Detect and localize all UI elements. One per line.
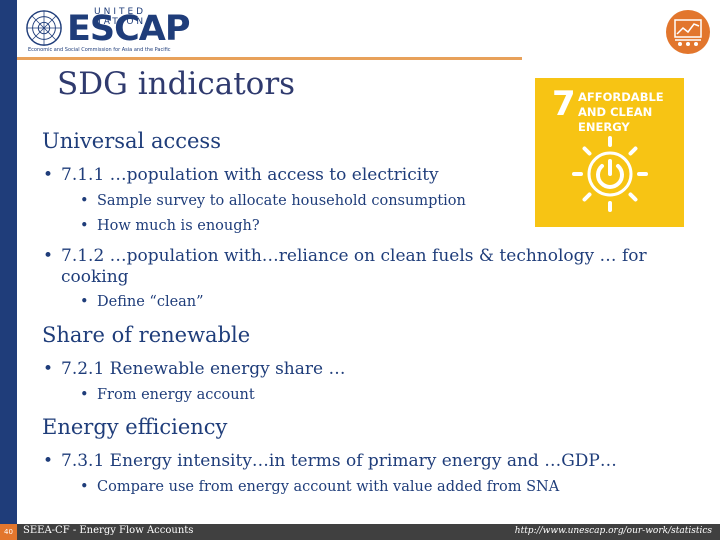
bullet-icon: • xyxy=(80,294,89,310)
footer-title: SEEA-CF - Energy Flow Accounts xyxy=(23,525,194,536)
un-emblem-icon xyxy=(26,10,62,46)
bullet-icon: • xyxy=(80,479,89,495)
header-rule xyxy=(17,57,522,60)
list-item-continuation: cooking xyxy=(61,267,129,287)
sub-list-item: Sample survey to allocate household cons… xyxy=(97,193,466,209)
bullet-icon: • xyxy=(80,218,89,234)
sub-list-item: How much is enough? xyxy=(97,218,260,234)
bullet-icon: • xyxy=(43,165,54,185)
bullet-icon: • xyxy=(43,246,54,266)
sdg-label: AFFORDABLE AND CLEAN ENERGY xyxy=(578,90,664,134)
footer-url-link[interactable]: http://www.unescap.org/our-work/statisti… xyxy=(514,526,712,536)
section-heading-universal-access: Universal access xyxy=(42,129,221,153)
power-button-sun-icon xyxy=(572,136,648,212)
page-number: 40 xyxy=(0,524,17,540)
bullet-icon: • xyxy=(43,359,54,379)
bullet-icon: • xyxy=(43,451,54,471)
statistics-chart-icon xyxy=(666,10,710,54)
section-heading-energy-efficiency: Energy efficiency xyxy=(42,415,228,439)
sub-list-item: Define “clean” xyxy=(97,294,204,310)
list-item: 7.1.2 …population with…reliance on clean… xyxy=(61,246,647,266)
escap-logo: UNITED NATIONS ESCAP Economic and Social… xyxy=(22,6,194,56)
sub-list-item: Compare use from energy account with val… xyxy=(97,479,560,495)
logo-subtitle: Economic and Social Commission for Asia … xyxy=(28,47,171,53)
section-heading-share-of-renewable: Share of renewable xyxy=(42,323,251,347)
list-item: 7.1.1 …population with access to electri… xyxy=(61,165,439,185)
sdg-7-tile: 7 AFFORDABLE AND CLEAN ENERGY xyxy=(535,78,684,227)
logo-escap-text: ESCAP xyxy=(67,9,191,49)
list-item: 7.2.1 Renewable energy share … xyxy=(61,359,346,379)
sub-list-item: From energy account xyxy=(97,387,255,403)
sdg-number: 7 xyxy=(552,84,576,124)
bullet-icon: • xyxy=(80,193,89,209)
footer-bar: 40 SEEA-CF - Energy Flow Accounts http:/… xyxy=(0,524,720,540)
bullet-icon: • xyxy=(80,387,89,403)
slide-title: SDG indicators xyxy=(57,66,296,102)
left-accent-bar xyxy=(0,0,17,540)
logo-un-text: UNITED NATIONS xyxy=(94,7,155,27)
list-item: 7.3.1 Energy intensity…in terms of prima… xyxy=(61,451,617,471)
